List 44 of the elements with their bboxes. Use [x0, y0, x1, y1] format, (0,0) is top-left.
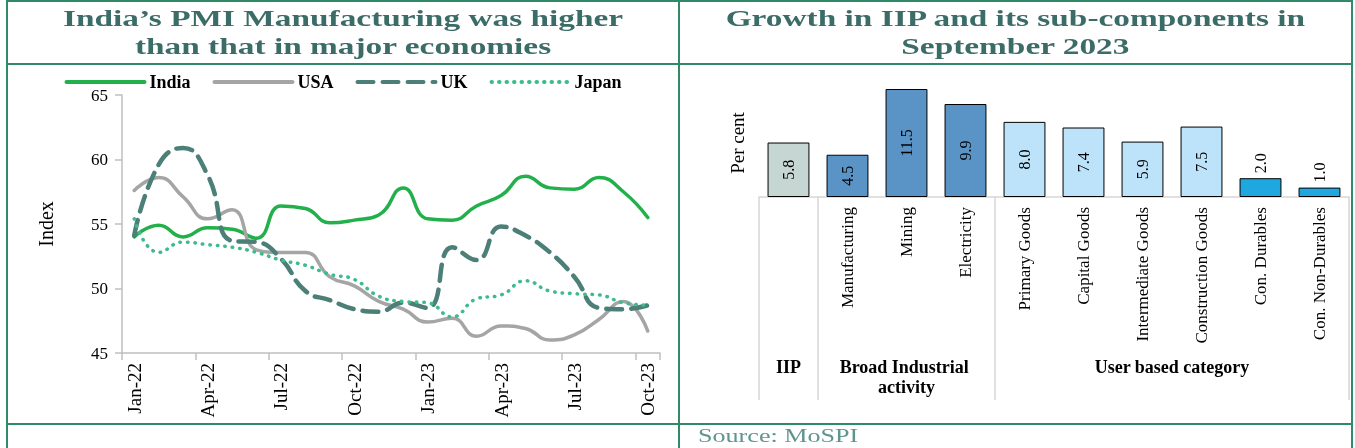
data-label: 11.5: [898, 129, 915, 157]
y-tick-label: 45: [91, 343, 108, 363]
x-tick-label: Apr-22: [197, 363, 219, 418]
data-label: 2.0: [1252, 153, 1269, 174]
data-label: 9.9: [957, 140, 974, 161]
legend-label: UK: [440, 72, 468, 92]
x-tick-label: Apr-23: [490, 363, 512, 418]
x-tick-label: Jan-22: [123, 363, 145, 414]
x-tick-label: Primary Goods: [1015, 207, 1034, 311]
data-label: 1.0: [1311, 162, 1328, 183]
y-tick-label: 50: [91, 279, 108, 298]
x-tick-label: Capital Goods: [1074, 207, 1093, 305]
data-label: 4.5: [839, 165, 856, 186]
legend-label: USA: [297, 72, 334, 92]
chart-title: Growth in IIP and its sub-components in September 2023: [724, 4, 1307, 61]
x-tick-label: Jul-23: [563, 363, 585, 411]
source-note: Source: MoSPI: [698, 425, 859, 447]
data-label: 5.8: [780, 159, 797, 180]
x-tick-label: Manufacturing: [838, 206, 857, 309]
x-tick-label: Jul-22: [270, 363, 292, 411]
x-tick-label: Mining: [897, 206, 916, 258]
data-label: 7.4: [1075, 152, 1092, 173]
chart-title: India’s PMI Manufacturing was higher than that in major economies: [61, 4, 625, 61]
y-axis-title: Index: [35, 201, 57, 247]
y-axis-title: Per cent: [727, 111, 748, 174]
y-tick-label: 55: [91, 214, 108, 234]
text: User based category: [1094, 357, 1250, 377]
y-tick-label: 65: [91, 85, 108, 105]
x-tick-label: Electricity: [956, 206, 975, 278]
x-tick-label: Construction Goods: [1192, 207, 1211, 344]
text: IIP: [775, 357, 802, 377]
x-tick-label: Intermediate Goods: [1133, 207, 1152, 342]
legend-label: Japan: [574, 72, 622, 92]
data-label: 5.9: [1134, 159, 1151, 180]
data-label: 8.0: [1016, 149, 1033, 170]
x-tick-label: Con. Durables: [1251, 207, 1270, 306]
text: Broad Industrial activity: [839, 357, 974, 397]
data-label: 7.5: [1193, 151, 1210, 172]
legend-label: India: [149, 72, 191, 92]
x-tick-label: Jan-23: [417, 363, 439, 414]
y-tick-label: 60: [91, 150, 108, 169]
x-tick-label: Oct-23: [637, 363, 659, 416]
x-tick-label: Con. Non-Durables: [1310, 207, 1329, 341]
x-tick-label: Oct-22: [343, 363, 365, 416]
